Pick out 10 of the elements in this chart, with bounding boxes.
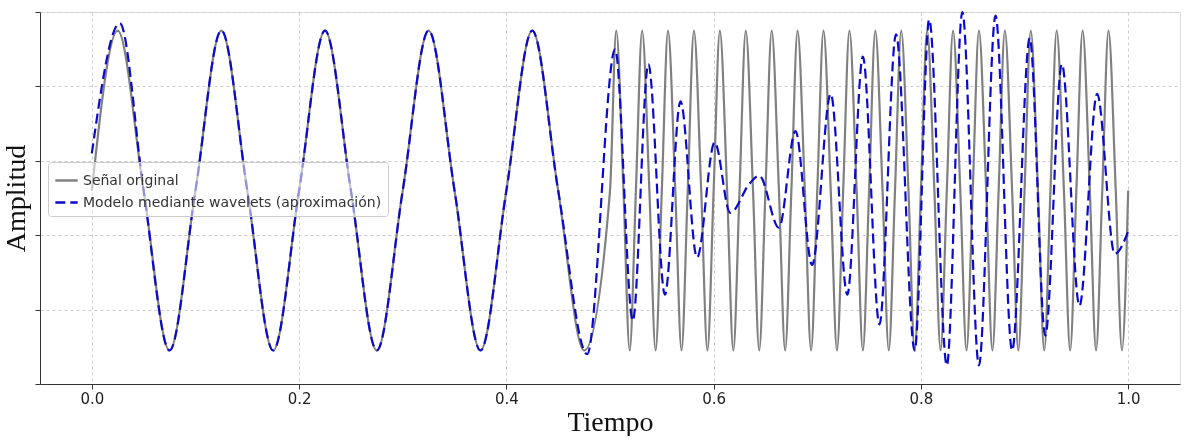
x-tick-label: 0.8: [909, 389, 934, 408]
x-tick-label: 0.0: [80, 389, 105, 408]
legend-label: Señal original: [83, 171, 179, 188]
legend-label: Modelo mediante wavelets (aproximación): [83, 193, 382, 210]
x-tick-label: 0.6: [702, 389, 727, 408]
x-tick-label: 1.0: [1116, 389, 1141, 408]
x-axis-title: Tiempo: [567, 405, 654, 437]
x-tick-label: 0.4: [494, 389, 519, 408]
y-axis-title: Amplitud: [0, 144, 31, 253]
x-tick-label: 0.2: [287, 389, 312, 408]
